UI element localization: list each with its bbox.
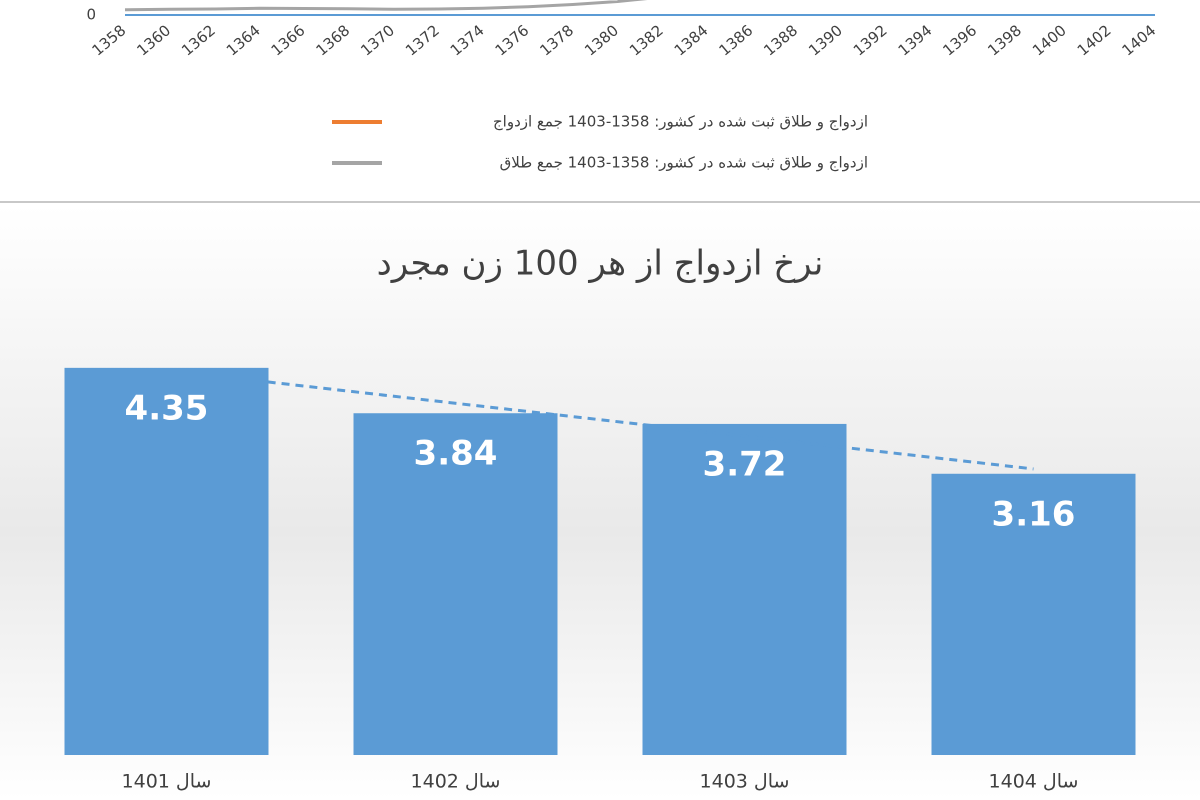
data-label: 3.84 [414, 434, 498, 474]
x-tick-label: سال 1402 [411, 771, 501, 793]
data-label: 3.72 [703, 444, 787, 484]
line-series [124, 0, 648, 12]
bar [64, 367, 269, 755]
top-background [0, 0, 1200, 200]
y-tick-label: 0 [86, 6, 96, 24]
x-tick-label: سال 1403 [700, 771, 790, 793]
legend-label: ازدواج و طلاق ثبت شده در کشور: 1358-1403… [500, 154, 868, 173]
x-tick-label: سال 1401 [122, 771, 212, 793]
bar [353, 413, 558, 755]
chart-title: نرخ ازدواج از هر 100 زن مجرد [377, 244, 824, 284]
x-tick-label: سال 1404 [989, 771, 1079, 793]
data-label: 3.16 [992, 494, 1076, 534]
data-label: 4.35 [125, 388, 209, 428]
legend-label: ازدواج و طلاق ثبت شده در کشور: 1358-1403… [493, 113, 868, 132]
bar [642, 423, 847, 755]
trendline [267, 380, 1034, 471]
bar [931, 473, 1136, 755]
